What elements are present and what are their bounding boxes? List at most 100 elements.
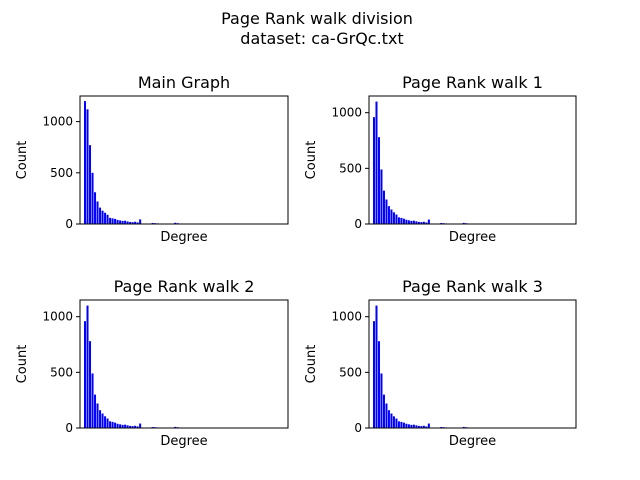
axes-frame (79, 299, 289, 429)
bar (89, 145, 92, 224)
bar (131, 426, 134, 428)
y-tick-label: 500 (339, 365, 362, 379)
subplot-4: 0 500 1000 Page Rank walk 3 Degree Count (304, 277, 577, 449)
subplot-1: 0 500 1000 Main Graph Degree Count (15, 73, 289, 245)
bar (89, 341, 92, 428)
bar (99, 207, 102, 224)
bar (382, 190, 385, 224)
y-tick-label: 0 (65, 421, 73, 435)
bar (375, 305, 378, 428)
bar (412, 424, 415, 428)
y-axis-label: Count (304, 141, 319, 180)
figure-suptitle-line1: Page Rank walk division (221, 9, 413, 28)
bar (390, 413, 393, 428)
figure-suptitle-line2: dataset: ca-GrQc.txt (240, 29, 403, 48)
bar (116, 423, 119, 428)
bar (109, 421, 112, 428)
bar (380, 169, 383, 224)
x-axis-label: Degree (160, 230, 207, 245)
bar (121, 424, 124, 428)
bar (405, 219, 408, 224)
bar (139, 219, 142, 224)
bar (387, 206, 390, 224)
y-tick-label: 0 (354, 421, 362, 435)
bar (410, 424, 413, 428)
bar (129, 425, 132, 428)
bar (126, 425, 129, 428)
bar (139, 423, 142, 428)
bar (372, 117, 375, 224)
subplot-title: Page Rank walk 1 (402, 73, 543, 92)
bar (96, 201, 99, 224)
bar (462, 222, 465, 224)
bar (392, 212, 395, 224)
subplot-title: Main Graph (138, 73, 230, 92)
bar (94, 394, 97, 428)
bar (91, 373, 94, 428)
bar (417, 425, 420, 428)
y-axis-label: Count (15, 141, 30, 180)
bar (462, 426, 465, 428)
bar (134, 425, 137, 428)
bar (407, 220, 410, 224)
bar (106, 214, 109, 224)
bar (415, 425, 418, 428)
bar (116, 219, 119, 224)
bar (380, 373, 383, 428)
subplot-title: Page Rank walk 3 (402, 277, 543, 296)
y-tick-label: 500 (339, 161, 362, 175)
y-tick-label: 1000 (331, 106, 362, 120)
bar (84, 321, 87, 428)
bar (131, 222, 134, 224)
x-axis-label: Degree (449, 434, 496, 449)
bar (420, 426, 423, 428)
bar (385, 403, 388, 428)
y-tick-label: 1000 (331, 310, 362, 324)
bar (99, 410, 102, 428)
bar (400, 217, 403, 224)
axes-frame (368, 95, 577, 225)
bar (91, 172, 94, 224)
bar (114, 218, 117, 224)
bar (422, 221, 425, 224)
y-tick-label: 500 (50, 365, 73, 379)
bar (407, 424, 410, 428)
bar (390, 209, 393, 224)
bar (385, 199, 388, 224)
bar (124, 424, 127, 428)
bar (410, 220, 413, 224)
subplot-2: 0 500 1000 Page Rank walk 1 Degree Count (304, 73, 577, 245)
bar (417, 221, 420, 224)
bar (111, 421, 114, 428)
bar (101, 413, 104, 428)
bar (86, 109, 89, 224)
bar (136, 426, 139, 428)
subplots-container: 0 500 1000 Main Graph Degree Count 0 500 1000 Pag… (15, 73, 577, 449)
bar (119, 424, 122, 428)
bar (94, 192, 97, 224)
bar (101, 210, 104, 224)
bar (106, 418, 109, 428)
y-tick-label: 0 (65, 217, 73, 231)
bar (412, 220, 415, 224)
bar (387, 410, 390, 428)
bar (427, 219, 430, 224)
y-axis-label: Count (304, 345, 319, 384)
y-tick-label: 1000 (42, 310, 73, 324)
bar (425, 222, 428, 224)
bar (119, 220, 122, 224)
x-axis-label: Degree (160, 434, 207, 449)
bar (375, 101, 378, 224)
axes-frame (368, 299, 577, 429)
bar (425, 426, 428, 428)
x-axis-label: Degree (449, 230, 496, 245)
bar (397, 421, 400, 428)
bar (151, 222, 154, 224)
bar (420, 222, 423, 224)
y-axis-label: Count (15, 345, 30, 384)
bar (400, 421, 403, 428)
bar (377, 137, 380, 224)
bar (372, 321, 375, 428)
